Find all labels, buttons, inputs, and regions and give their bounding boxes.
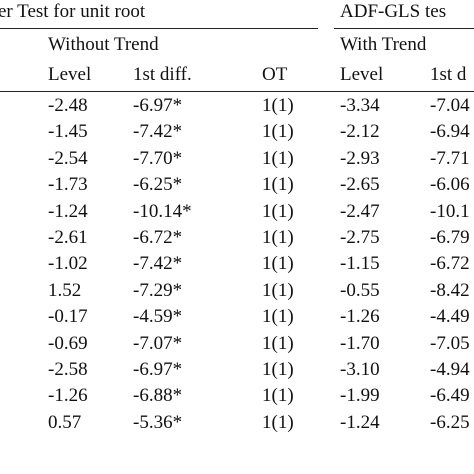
table-cell: 1(1) [262, 227, 294, 248]
column-rule [0, 91, 474, 92]
column-header: Level [48, 64, 92, 85]
table-cell: 1(1) [262, 279, 294, 301]
table-cell: -0.55 [340, 279, 380, 301]
column-header: Level [340, 64, 384, 85]
table-cell: -7.04 [430, 95, 470, 116]
table-cell: -6.25* [133, 174, 183, 196]
table-cell: 1(1) [262, 253, 294, 275]
table-cell: -6.79 [430, 227, 470, 248]
table-cell: -6.49 [430, 385, 470, 407]
table-cell: 1(1) [262, 306, 294, 328]
table-cell: 1(1) [262, 411, 294, 433]
table-cell: -2.12 [340, 121, 380, 143]
table-cell: -2.48 [48, 95, 88, 116]
table-cell: -0.69 [48, 332, 88, 354]
table-cell: -7.70* [133, 147, 183, 169]
table-cell: -1.73 [48, 174, 88, 196]
table-cell: -3.10 [340, 359, 380, 380]
table-cell: -2.54 [48, 147, 88, 169]
table-cell: -4.59* [133, 306, 183, 328]
header-rule [0, 28, 318, 29]
table-cell: -2.47 [340, 200, 380, 222]
group-label: With Trend [340, 34, 427, 55]
table-cell: -2.93 [340, 147, 380, 169]
table-cell: -7.29* [133, 279, 183, 301]
table-cell: -6.72 [430, 253, 470, 275]
table-cell: -7.05 [430, 332, 470, 354]
table-cell: 1(1) [262, 359, 294, 380]
table-cell: -2.65 [340, 174, 380, 196]
table-cell: 1(1) [262, 95, 294, 116]
table-cell: -6.06 [430, 174, 470, 196]
header-right: ADF-GLS tes [340, 1, 447, 22]
table-cell: -1.24 [48, 200, 88, 222]
table-cell: -7.42* [133, 253, 183, 275]
table-cell: 0.57 [48, 411, 82, 433]
table-cell: -2.58 [48, 359, 88, 380]
table-cell: -7.42* [133, 121, 183, 143]
header-rule [334, 28, 474, 29]
table-cell: -6.72* [133, 227, 183, 248]
table-cell: 1(1) [262, 121, 294, 143]
table-cell: -8.42 [430, 279, 470, 301]
table-cell: -1.70 [340, 332, 380, 354]
table-cell: 1.52 [48, 279, 82, 301]
table-cell: -6.94 [430, 121, 470, 143]
table-cell: 1(1) [262, 332, 294, 354]
table-cell: -4.49 [430, 306, 470, 328]
group-label: Without Trend [48, 34, 159, 55]
column-header: 1st d [430, 64, 467, 85]
table-cell: -1.24 [340, 411, 380, 433]
table-cell: 1(1) [262, 174, 294, 196]
table-cell: -7.07* [133, 332, 183, 354]
table-cell: -2.75 [340, 227, 380, 248]
table-cell: -6.97* [133, 95, 183, 116]
table-cell: -1.99 [340, 385, 380, 407]
table-cell: -6.88* [133, 385, 183, 407]
table-cell: -10.1 [430, 200, 470, 222]
table-cell: -6.25 [430, 411, 470, 433]
table-cell: -0.17 [48, 306, 88, 328]
table-cell: -10.14* [133, 200, 192, 222]
table-cell: 1(1) [262, 147, 294, 169]
table-cell: 1(1) [262, 385, 294, 407]
table-cell: -2.61 [48, 227, 88, 248]
table-cell: -1.45 [48, 121, 88, 143]
table-cell: -1.26 [48, 385, 88, 407]
header-left: er Test for unit root [0, 1, 146, 22]
column-header: 1st diff. [133, 64, 192, 85]
table-cell: -1.26 [340, 306, 380, 328]
table-cell: -1.15 [340, 253, 380, 275]
table-cell: -3.34 [340, 95, 380, 116]
table-cell: -1.02 [48, 253, 88, 275]
table-cell: -5.36* [133, 411, 183, 433]
table-cell: -6.97* [133, 359, 183, 380]
table-cell: -4.94 [430, 359, 470, 380]
table-cell: 1(1) [262, 200, 294, 222]
column-header: OT [262, 64, 288, 85]
table-cell: -7.71 [430, 147, 470, 169]
